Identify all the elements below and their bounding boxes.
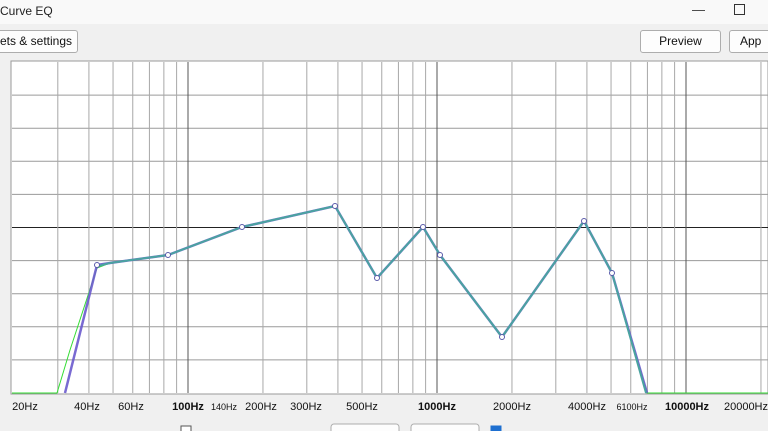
- x-tick-label: 20000Hz: [724, 401, 768, 413]
- button[interactable]: [330, 423, 400, 431]
- minimize-button[interactable]: —: [692, 2, 705, 17]
- control-point[interactable]: [420, 224, 426, 230]
- x-tick-label: 6100Hz: [616, 402, 648, 412]
- title-bar: Curve EQ —: [0, 0, 768, 24]
- control-point[interactable]: [499, 334, 505, 340]
- eq-curve-overlay: [97, 204, 647, 394]
- control-point[interactable]: [332, 203, 338, 209]
- control-point[interactable]: [609, 270, 615, 276]
- x-tick-label: 300Hz: [290, 401, 322, 413]
- maximize-button[interactable]: [734, 4, 745, 15]
- control-points: [94, 203, 615, 340]
- x-tick-label: 60Hz: [118, 401, 144, 413]
- x-tick-label: 200Hz: [245, 401, 277, 413]
- checkbox[interactable]: [490, 425, 502, 431]
- x-tick-label: 40Hz: [74, 401, 100, 413]
- x-tick-label: 140Hz: [211, 402, 238, 412]
- x-tick-label: 100Hz: [172, 401, 204, 413]
- frequency-labels: 20Hz 40Hz 60Hz 100Hz 140Hz 200Hz 300Hz 500Hz 100…: [12, 401, 768, 413]
- control-point[interactable]: [165, 252, 171, 258]
- x-tick-label: 2000Hz: [493, 401, 531, 413]
- control-point[interactable]: [94, 262, 100, 268]
- x-tick-label: 10000Hz: [665, 401, 710, 413]
- x-tick-label: 1000Hz: [418, 401, 456, 413]
- x-tick-label: 4000Hz: [568, 401, 606, 413]
- x-tick-label: 500Hz: [346, 401, 378, 413]
- control-point[interactable]: [239, 224, 245, 230]
- presets-button[interactable]: ets & settings: [0, 30, 78, 53]
- control-point[interactable]: [374, 275, 380, 281]
- grid: [12, 62, 768, 393]
- x-tick-label: 20Hz: [12, 401, 38, 413]
- window-title: Curve EQ: [0, 4, 53, 18]
- checkbox[interactable]: [180, 425, 192, 431]
- control-point[interactable]: [437, 252, 443, 258]
- control-point[interactable]: [581, 218, 587, 224]
- preview-button[interactable]: Preview: [640, 30, 721, 53]
- apply-button[interactable]: App: [729, 30, 768, 53]
- button[interactable]: [410, 423, 480, 431]
